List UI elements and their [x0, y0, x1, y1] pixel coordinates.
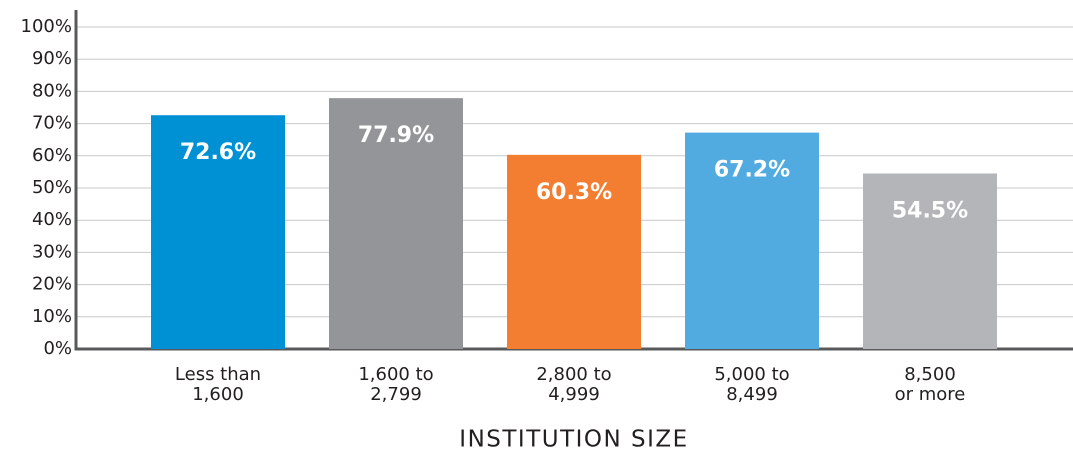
x-tick-label: 1,600	[192, 384, 244, 405]
y-tick-label: 50%	[32, 177, 72, 198]
y-tick-label: 70%	[32, 113, 72, 134]
x-tick-label: 5,000 to	[714, 364, 789, 385]
x-tick-label: Less than	[175, 364, 261, 385]
y-tick-label: 30%	[32, 241, 72, 262]
y-tick-label: 80%	[32, 80, 72, 101]
bar	[863, 173, 997, 349]
value-label: 67.2%	[714, 158, 790, 183]
y-tick-label: 10%	[32, 306, 72, 327]
y-tick-label: 40%	[32, 209, 72, 230]
x-tick-label: 2,799	[370, 384, 422, 405]
bar	[151, 115, 285, 349]
value-label: 72.6%	[180, 140, 256, 165]
value-label: 60.3%	[536, 180, 612, 205]
x-tick-label: 8,500	[904, 364, 956, 385]
value-label: 77.9%	[358, 123, 434, 148]
y-tick-label: 20%	[32, 274, 72, 295]
y-tick-label: 0%	[43, 338, 72, 359]
x-tick-label: 8,499	[726, 384, 778, 405]
bar	[507, 154, 641, 349]
y-tick-label: 90%	[32, 48, 72, 69]
x-tick-label: 4,999	[548, 384, 600, 405]
bar	[329, 98, 463, 349]
x-axis-title: INSTITUTION SIZE	[459, 427, 688, 451]
value-label: 54.5%	[892, 199, 968, 224]
y-tick-label: 60%	[32, 145, 72, 166]
y-tick-label: 100%	[21, 16, 72, 37]
x-tick-label: or more	[895, 384, 966, 405]
bar	[685, 132, 819, 349]
x-tick-label: 2,800 to	[536, 364, 611, 385]
x-tick-label: 1,600 to	[358, 364, 433, 385]
